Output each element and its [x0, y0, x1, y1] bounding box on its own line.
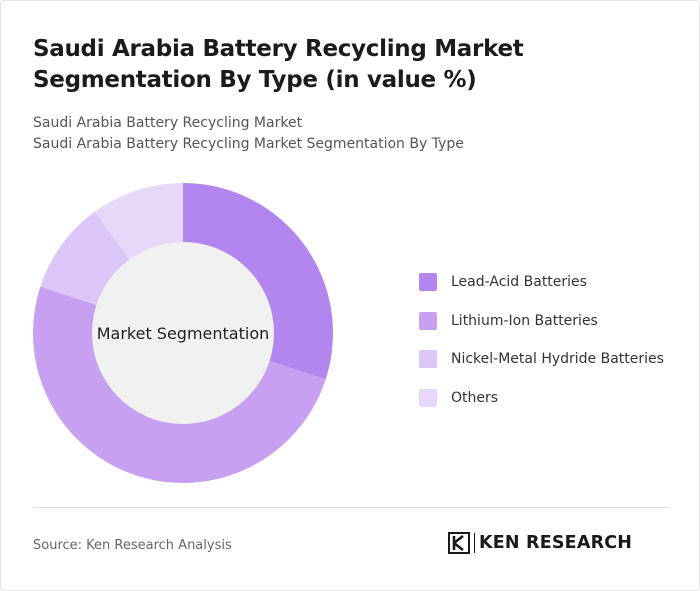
legend-label: Lithium-Ion Batteries	[451, 312, 598, 329]
legend-label: Lead-Acid Batteries	[451, 274, 587, 291]
chart-subtitle-segmentation: Saudi Arabia Battery Recycling Market Se…	[33, 136, 464, 152]
legend-swatch	[419, 311, 437, 330]
logo-separator	[474, 533, 475, 553]
footer-divider	[33, 507, 669, 508]
chart-title: Saudi Arabia Battery Recycling Market Se…	[33, 36, 524, 93]
chart-subtitle-market: Saudi Arabia Battery Recycling Market	[33, 115, 303, 131]
donut-chart: Market Segmentation	[33, 183, 333, 483]
legend-item-lead-acid-batteries[interactable]: Lead-Acid Batteries	[419, 263, 664, 302]
legend-label: Nickel-Metal Hydride Batteries	[451, 351, 664, 368]
logo-text: KEN RESEARCH	[479, 533, 633, 553]
legend-swatch	[419, 273, 437, 292]
donut-hole	[92, 242, 274, 424]
legend-swatch	[419, 388, 437, 407]
ken-research-logo-icon	[448, 532, 470, 554]
chart-legend: Lead-Acid Batteries Lithium-Ion Batteries…	[419, 263, 664, 417]
donut-center-label: Market Segmentation	[97, 324, 270, 343]
source-note: Source: Ken Research Analysis	[33, 538, 232, 553]
legend-label: Others	[451, 389, 499, 406]
legend-swatch	[419, 350, 437, 369]
legend-item-nickel-metal-hydride-batteries[interactable]: Nickel-Metal Hydride Batteries	[419, 340, 664, 379]
legend-item-lithium-ion-batteries[interactable]: Lithium-Ion Batteries	[419, 302, 664, 341]
legend-item-others[interactable]: Others	[419, 379, 664, 418]
ken-research-logo: KEN RESEARCH	[448, 532, 632, 554]
